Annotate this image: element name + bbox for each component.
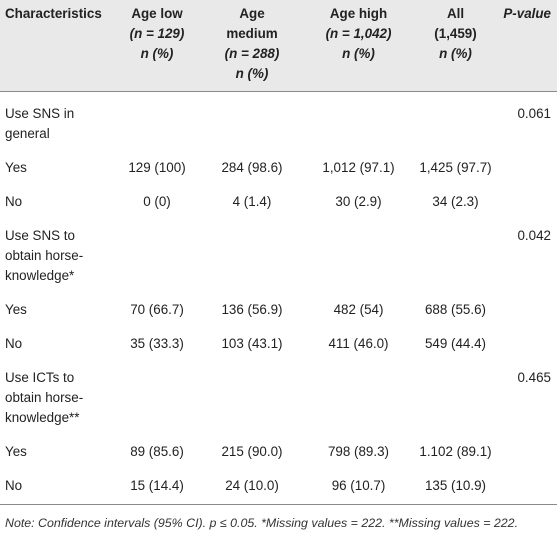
table-row: Use SNS in general 0.061 [0,92,557,153]
cell-p-value [496,186,557,220]
cell-age-high: 1,012 (97.1) [322,160,395,175]
cell-age-medium [202,362,302,436]
cell-all [415,220,496,294]
results-table: Characteristics Age low (n = 129) n (%) … [0,0,557,505]
cell-all: 135 (10.9) [415,470,496,505]
row-label: Yes [5,160,27,175]
cell-age-low: 129 (100) [128,160,186,175]
cell-age-medium: 215 (90.0) [221,444,283,459]
row-label: No [5,336,23,351]
cell-p-value: 0.042 [517,228,551,243]
header-age-low: Age low (n = 129) n (%) [112,0,202,92]
header-label-cont: medium [226,26,278,41]
cell-age-low [112,92,202,153]
header-count: (1,459) [434,26,477,41]
cell-p-value [496,436,557,470]
header-all: All (1,459) n (%) [415,0,496,92]
cell-age-high [302,362,415,436]
row-label: No [5,194,23,209]
cell-age-low: 15 (14.4) [112,470,202,505]
cell-age-medium: 4 (1.4) [232,194,272,209]
row-label: Use SNS in general [5,106,75,141]
header-count: (n = 1,042) [325,26,392,41]
cell-all: 688 (55.6) [424,302,487,317]
table-row: Yes 89 (85.6) 215 (90.0) 798 (89.3) 1.10… [0,436,557,470]
header-unit: n (%) [439,46,472,61]
header-label: Age [239,6,265,21]
cell-age-medium: 284 (98.6) [221,160,283,175]
row-label: No [0,470,112,505]
cell-age-medium: 136 (56.9) [221,302,283,317]
cell-age-high: 411 (46.0) [328,336,389,351]
cell-all [415,362,496,436]
cell-all: 1.102 (89.1) [419,444,492,459]
header-label: All [446,6,465,21]
table-row: Use SNS to obtain horse-knowledge* 0.042 [0,220,557,294]
cell-all [415,92,496,153]
row-label: Use ICTs to obtain horse-knowledge** [5,370,84,425]
cell-p-value [496,328,557,362]
header-row: Characteristics Age low (n = 129) n (%) … [0,0,557,92]
cell-age-medium: 24 (10.0) [202,470,302,505]
header-age-medium: Age medium (n = 288) n (%) [202,0,302,92]
cell-p-value: 0.465 [517,370,551,385]
cell-age-medium [202,220,302,294]
header-unit: n (%) [235,66,269,81]
cell-age-low: 0 (0) [143,194,171,209]
header-label: Characteristics [5,6,102,21]
row-label: Yes [5,302,27,317]
header-unit: n (%) [342,46,375,61]
cell-p-value [496,470,557,505]
header-age-high: Age high (n = 1,042) n (%) [302,0,415,92]
table-row: Yes 70 (66.7) 136 (56.9) 482 (54) 688 (5… [0,294,557,328]
cell-age-high [302,220,415,294]
cell-all: 549 (44.4) [424,336,487,351]
table-row: Yes 129 (100) 284 (98.6) 1,012 (97.1) 1,… [0,152,557,186]
cell-all: 1,425 (97.7) [419,160,492,175]
table-row: No 0 (0) 4 (1.4) 30 (2.9) 34 (2.3) [0,186,557,220]
row-label: Yes [5,444,27,459]
cell-age-high [302,92,415,153]
cell-age-medium [202,92,302,153]
header-label: P-value [503,6,551,21]
table-row: Use ICTs to obtain horse-knowledge** 0.4… [0,362,557,436]
cell-age-low: 89 (85.6) [130,444,184,459]
header-p-value: P-value [496,0,557,92]
cell-age-high: 30 (2.9) [335,194,382,209]
header-count: (n = 288) [224,46,280,61]
table-row: No 35 (33.3) 103 (43.1) 411 (46.0) 549 (… [0,328,557,362]
cell-age-low: 70 (66.7) [130,302,184,317]
header-count: (n = 129) [129,26,185,41]
cell-age-low [112,362,202,436]
cell-p-value: 0.061 [517,106,551,121]
header-unit: n (%) [140,46,174,61]
cell-all: 34 (2.3) [432,194,479,209]
row-label: Use SNS to obtain horse-knowledge* [5,228,84,283]
header-label: Age high [329,6,388,21]
cell-p-value [496,294,557,328]
table-row: No 15 (14.4) 24 (10.0) 96 (10.7) 135 (10… [0,470,557,505]
cell-age-low [112,220,202,294]
table-footnote: Note: Confidence intervals (95% CI). p ≤… [5,516,519,530]
cell-p-value [496,152,557,186]
header-label: Age low [131,6,183,21]
cell-age-high: 482 (54) [333,302,384,317]
header-characteristics: Characteristics [0,0,112,92]
cell-age-high: 96 (10.7) [302,470,415,505]
cell-age-medium: 103 (43.1) [221,336,283,351]
cell-age-low: 35 (33.3) [130,336,184,351]
cell-age-high: 798 (89.3) [327,444,390,459]
